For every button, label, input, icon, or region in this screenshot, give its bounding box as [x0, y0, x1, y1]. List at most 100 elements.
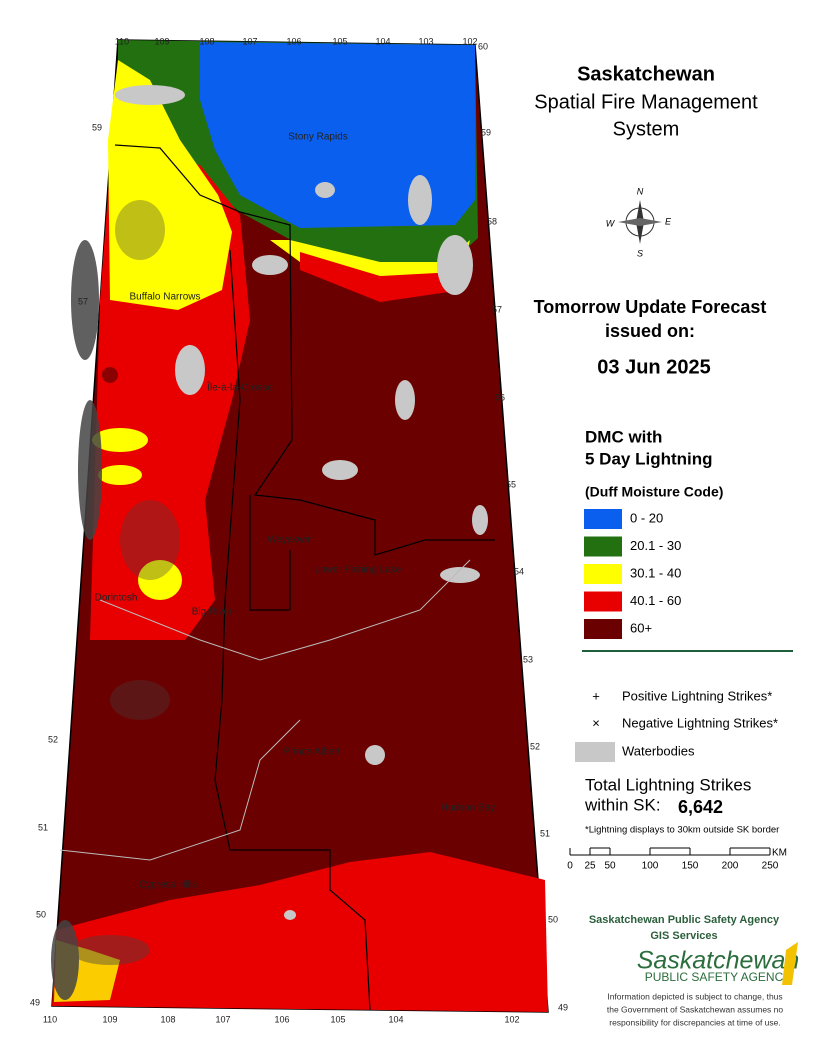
scale-label: 200 [722, 861, 739, 872]
legend-label: 60+ [630, 620, 652, 635]
longitude-label: 106 [286, 36, 301, 46]
latitude-label: 60 [478, 41, 488, 51]
subtitle: System [613, 118, 680, 140]
total-label: within SK: [584, 795, 661, 814]
place-label: Dorintosh [95, 593, 138, 604]
total-value: 6,642 [678, 797, 723, 817]
legend-label: Negative Lightning Strikes* [622, 715, 778, 730]
zone-yellow-patch [92, 428, 148, 452]
legend-subtitle: (Duff Moisture Code) [585, 484, 723, 500]
place-label: Île-à-la-Crosse [206, 381, 273, 394]
legend-title: 5 Day Lightning [585, 449, 713, 468]
place-label: Cypress Hills [139, 880, 197, 891]
legend-swatch [584, 509, 622, 529]
legend-marker: × [592, 715, 600, 730]
scale-label: 0 [567, 861, 573, 872]
latitude-label: 51 [38, 822, 48, 832]
boundaries [114, 144, 495, 1011]
title: Saskatchewan [577, 63, 715, 85]
rivers [59, 559, 471, 861]
zone-blue [200, 42, 475, 228]
dot [102, 367, 118, 383]
legend-title: DMC with [585, 427, 662, 446]
compass-rose [618, 200, 662, 244]
scale-label: 50 [604, 861, 616, 872]
longitude-label: 105 [332, 36, 347, 46]
longitude-label: 105 [330, 1014, 345, 1024]
longitude-label: 109 [102, 1014, 117, 1024]
latitude-label: 59 [481, 127, 491, 137]
province-map [51, 39, 549, 1013]
compass-letter: E [665, 216, 672, 226]
legend-swatch [584, 536, 622, 557]
place-label: Prince Albert [284, 747, 341, 758]
longitude-label: 102 [462, 36, 477, 46]
longitude-label: 109 [154, 36, 169, 46]
legend-label: 40.1 - 60 [630, 593, 681, 608]
longitude-label: 106 [274, 1014, 289, 1024]
longitude-label: 103 [418, 36, 433, 46]
disclaimer: the Government of Saskatchewan assumes n… [607, 1004, 784, 1014]
latitude-label: 50 [36, 909, 46, 919]
latitude-label: 54 [514, 566, 524, 576]
legend-marker: + [592, 688, 600, 703]
latitude-label: 57 [492, 304, 502, 314]
total-label: Total Lightning Strikes [585, 775, 751, 794]
legend-label: Waterbodies [622, 743, 695, 758]
longitude-label: 107 [215, 1014, 230, 1024]
latitude-label: 50 [548, 914, 558, 924]
zone-red-south [52, 852, 548, 1012]
latitude-label: 56 [495, 392, 505, 402]
place-label: Weyakwin [267, 535, 312, 546]
place-label: Lower Fishing Lake [315, 565, 402, 576]
compass-letter: W [606, 218, 616, 228]
place-label: Stony Rapids [288, 132, 347, 143]
legend-label: 30.1 - 40 [630, 565, 681, 580]
subtitle: Spatial Fire Management [534, 91, 758, 113]
latitude-label: 58 [487, 216, 497, 226]
latitude-label: 49 [558, 1002, 568, 1012]
logo-mark [782, 942, 798, 985]
latitude-label: 57 [78, 296, 88, 306]
latitude-label: 49 [30, 997, 40, 1007]
scale-unit: KM [772, 848, 787, 859]
legend-swatch [584, 591, 622, 612]
longitude-label: 104 [375, 36, 390, 46]
waterbody-swatch [575, 742, 615, 762]
latitude-label: 52 [530, 741, 540, 751]
logo-subtext: PUBLIC SAFETY AGENCY [645, 970, 792, 984]
longitude-label: 102 [504, 1014, 519, 1024]
zone-yellow-patch [138, 560, 182, 600]
agency-name: Saskatchewan Public Safety Agency [589, 914, 780, 926]
scale-label: 100 [642, 861, 659, 872]
compass-needle [618, 218, 662, 226]
legend-swatch [584, 564, 622, 584]
note: *Lightning displays to 30km outside SK b… [585, 825, 779, 836]
latitude-label: 52 [48, 734, 58, 744]
legend-label: 20.1 - 30 [630, 538, 681, 553]
zone-red-band [300, 252, 470, 302]
zone-yellow-north [108, 60, 232, 310]
latitude-label: 59 [92, 122, 102, 132]
compass-letter: N [637, 186, 644, 196]
place-label: Hudson Bay [441, 803, 495, 814]
place-label: Buffalo Narrows [130, 292, 201, 303]
legend-swatch [584, 619, 622, 639]
legend-label: 0 - 20 [630, 510, 663, 525]
latitude-label: 51 [540, 828, 550, 838]
longitude-label: 110 [43, 1014, 57, 1024]
scale-bar [569, 847, 771, 856]
longitude-label: 110 [115, 36, 129, 46]
lightning-clusters [51, 200, 180, 1000]
forecast-date: 03 Jun 2025 [597, 356, 710, 378]
forecast-heading: Tomorrow Update Forecast [534, 297, 767, 317]
longitude-label: 107 [242, 36, 257, 46]
scale-label: 250 [762, 861, 779, 872]
logo-text: Saskatchewan [637, 947, 800, 975]
place-label: Big River [192, 607, 233, 618]
forecast-heading: issued on: [605, 321, 695, 341]
longitude-label: 104 [388, 1014, 403, 1024]
longitude-label: 108 [199, 36, 214, 46]
legend-label: Positive Lightning Strikes* [622, 688, 772, 703]
